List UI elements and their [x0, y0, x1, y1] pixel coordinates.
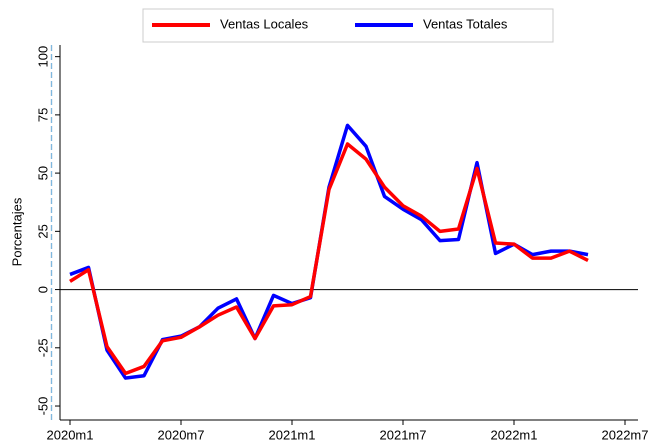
y-axis-label: Porcentajes: [9, 197, 24, 266]
y-tick-label: 0: [35, 286, 50, 293]
y-tick-label: 25: [35, 224, 50, 238]
x-tick-label: 2022m7: [602, 427, 649, 442]
series-line: [69, 142, 589, 376]
x-tick-label: 2020m1: [47, 427, 94, 442]
legend-label: Ventas Locales: [220, 16, 309, 31]
y-tick-label: -50: [35, 397, 50, 416]
y-tick-label: 100: [35, 46, 50, 68]
x-tick-label: 2021m1: [269, 427, 316, 442]
x-tick-label: 2020m7: [158, 427, 205, 442]
y-tick-label: -25: [35, 338, 50, 357]
legend-box: [142, 8, 554, 43]
y-tick-label: 75: [35, 108, 50, 122]
y-tick-label: 50: [35, 166, 50, 180]
legend-label: Ventas Totales: [423, 16, 508, 31]
x-tick-label: 2022m1: [491, 427, 538, 442]
x-tick-label: 2021m7: [380, 427, 427, 442]
